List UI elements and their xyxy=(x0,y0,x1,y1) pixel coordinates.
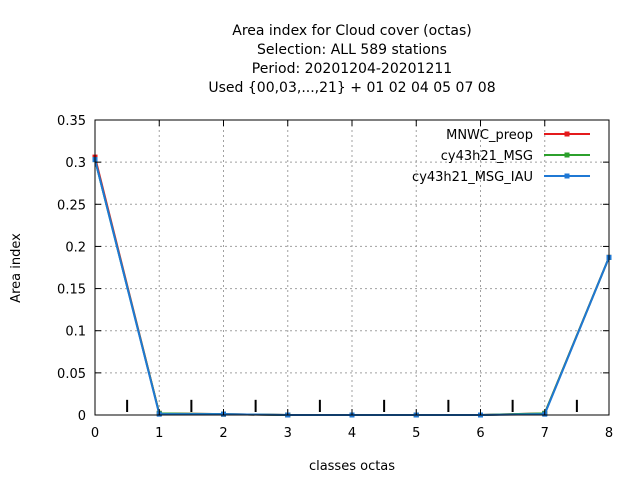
y-tick-label: 0.35 xyxy=(57,114,86,129)
axis-ticks: 0 1 2 3 4 5 6 7 8 0 0.05 0.1 0.15 0.2 0.25 0.3 0.35 xyxy=(57,114,613,441)
y-tick-label: 0.25 xyxy=(57,198,86,213)
x-tick-label: 8 xyxy=(605,426,613,441)
x-tick-label: 7 xyxy=(541,426,549,441)
y-tick-label: 0 xyxy=(78,409,86,424)
x-tick-label: 1 xyxy=(155,426,163,441)
x-tick-label: 6 xyxy=(476,426,484,441)
legend: MNWC_preop cy43h21_MSG cy43h21_MSG_IAU xyxy=(412,128,590,185)
y-tick-label: 0.3 xyxy=(65,156,86,171)
chart-title: Area index for Cloud cover (octas) Select… xyxy=(208,23,495,96)
title-line: Selection: ALL 589 stations xyxy=(257,42,447,58)
legend-label: MNWC_preop xyxy=(446,128,533,143)
legend-marker xyxy=(564,173,570,179)
y-tick-label: 0.1 xyxy=(65,325,86,340)
title-line: Used {00,03,...,21} + 01 02 04 05 07 08 xyxy=(208,80,495,96)
title-line: Period: 20201204-20201211 xyxy=(252,61,452,77)
x-tick-label: 2 xyxy=(219,426,227,441)
class-markers xyxy=(126,399,578,412)
x-tick-label: 5 xyxy=(412,426,420,441)
y-tick-label: 0.05 xyxy=(57,367,86,382)
x-tick-label: 3 xyxy=(284,426,292,441)
legend-marker xyxy=(564,131,570,137)
legend-label: cy43h21_MSG xyxy=(441,149,533,164)
legend-marker xyxy=(564,152,570,158)
y-tick-label: 0.15 xyxy=(57,283,86,298)
y-axis-label: Area index xyxy=(9,233,24,303)
grid-lines xyxy=(95,120,609,415)
legend-label: cy43h21_MSG_IAU xyxy=(412,170,533,185)
x-tick-label: 0 xyxy=(91,426,99,441)
title-line: Area index for Cloud cover (octas) xyxy=(232,23,471,39)
x-tick-label: 4 xyxy=(348,426,356,441)
x-axis-label: classes octas xyxy=(309,459,395,474)
y-tick-label: 0.2 xyxy=(65,240,86,255)
